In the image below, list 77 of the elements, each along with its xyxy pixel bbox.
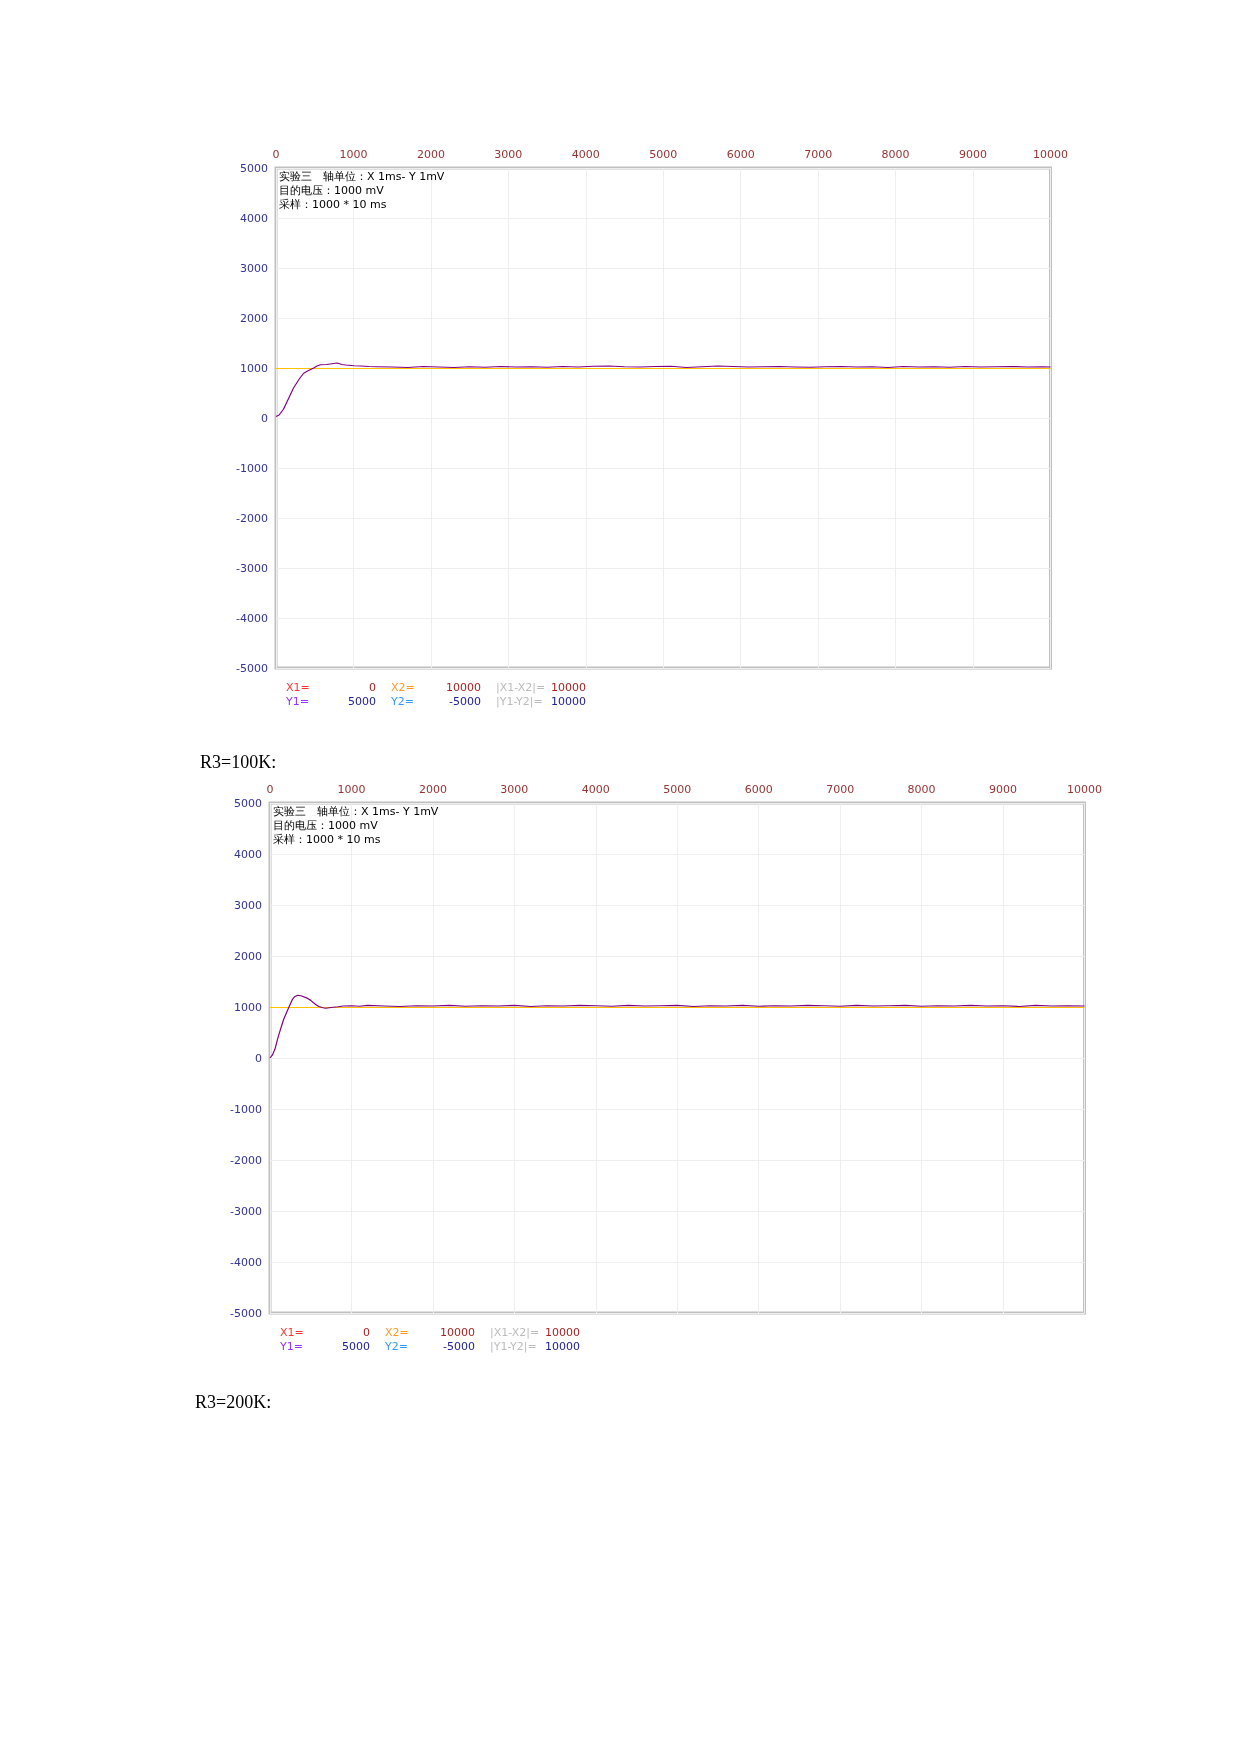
y-tick-label: 5000	[240, 161, 268, 175]
text: Y1=	[279, 1340, 303, 1353]
y-tick-label: 4000	[234, 847, 262, 861]
x-tick-label: 4000	[571, 148, 600, 161]
text: R3=200K:	[195, 1392, 272, 1412]
text: Y2=	[390, 695, 414, 708]
text: X1=	[286, 681, 310, 694]
x-tick-label: 10000	[1033, 148, 1068, 161]
y-tick-label: -2000	[236, 511, 268, 525]
annotation: 实验三 轴单位：X 1ms- Y 1mV	[273, 805, 439, 818]
text: 10000	[551, 681, 587, 694]
y-tick-label: 2000	[240, 311, 268, 325]
annotation: 目的电压：1000 mV	[273, 819, 379, 832]
text: 0	[363, 1326, 370, 1339]
text: 5000	[342, 1340, 371, 1353]
y-tick-label: -1000	[230, 1102, 262, 1116]
y-tick-label: -2000	[230, 1153, 262, 1167]
text: 10000	[545, 1340, 581, 1353]
x-tick-label: 1000	[339, 148, 368, 161]
y-tick-label: -5000	[230, 1306, 262, 1320]
text: X2=	[391, 681, 415, 694]
text: 5000	[348, 695, 377, 708]
x-tick-label: 8000	[881, 148, 910, 161]
text: 10000	[440, 1326, 476, 1339]
x-tick-label: 0	[272, 148, 280, 161]
x-tick-label: 5000	[649, 148, 678, 161]
y-tick-label: -5000	[236, 661, 268, 675]
y-tick-label: -3000	[236, 561, 268, 575]
line-series	[275, 362, 1052, 418]
x-tick-label: 9000	[989, 783, 1018, 796]
y-tick-label: 3000	[234, 898, 262, 912]
x-tick-label: 8000	[907, 783, 936, 796]
x-tick-label: 9000	[959, 148, 988, 161]
text: |Y1-Y2|=	[490, 1340, 537, 1353]
y-tick-label: 2000	[234, 949, 262, 963]
y-tick-label: 0	[261, 411, 268, 425]
y-tick-label: -4000	[230, 1255, 262, 1269]
x-tick-label: 1000	[337, 783, 366, 796]
x-tick-label: 10000	[1067, 783, 1102, 796]
x-tick-label: 6000	[744, 783, 773, 796]
y-tick-label: -4000	[236, 611, 268, 625]
text: Y1=	[285, 695, 309, 708]
x-tick-label: 3000	[500, 783, 529, 796]
text: |X1-X2|=	[490, 1326, 540, 1339]
text: |Y1-Y2|=	[496, 695, 543, 708]
annotation: 目的电压：1000 mV	[279, 184, 385, 197]
text: 0	[369, 681, 376, 694]
x-tick-label: 2000	[418, 783, 447, 796]
x-tick-label: 3000	[494, 148, 523, 161]
line-series	[269, 994, 1086, 1059]
text: |X1-X2|=	[496, 681, 546, 694]
x-tick-label: 7000	[826, 783, 855, 796]
y-tick-label: 1000	[234, 1000, 262, 1014]
annotation: 实验三 轴单位：X 1ms- Y 1mV	[279, 170, 445, 183]
text: X1=	[280, 1326, 304, 1339]
chart-title: R3=100K:	[200, 752, 277, 772]
annotation: 采样：1000 * 10 ms	[279, 198, 387, 211]
y-tick-label: 0	[255, 1051, 262, 1065]
text: -5000	[449, 695, 482, 708]
y-tick-label: -1000	[236, 461, 268, 475]
text: 10000	[446, 681, 482, 694]
y-tick-label: 4000	[240, 211, 268, 225]
x-tick-label: 2000	[416, 148, 445, 161]
y-tick-label: 3000	[240, 261, 268, 275]
text: X2=	[385, 1326, 409, 1339]
x-tick-label: 4000	[581, 783, 610, 796]
y-tick-label: -3000	[230, 1204, 262, 1218]
annotation: 采样：1000 * 10 ms	[273, 833, 381, 846]
x-tick-label: 6000	[726, 148, 755, 161]
y-tick-label: 5000	[234, 796, 262, 810]
y-tick-label: 1000	[240, 361, 268, 375]
x-tick-label: 7000	[804, 148, 833, 161]
text: 10000	[551, 695, 587, 708]
text: 10000	[545, 1326, 581, 1339]
x-tick-label: 5000	[663, 783, 692, 796]
text: Y2=	[384, 1340, 408, 1353]
text: -5000	[443, 1340, 476, 1353]
